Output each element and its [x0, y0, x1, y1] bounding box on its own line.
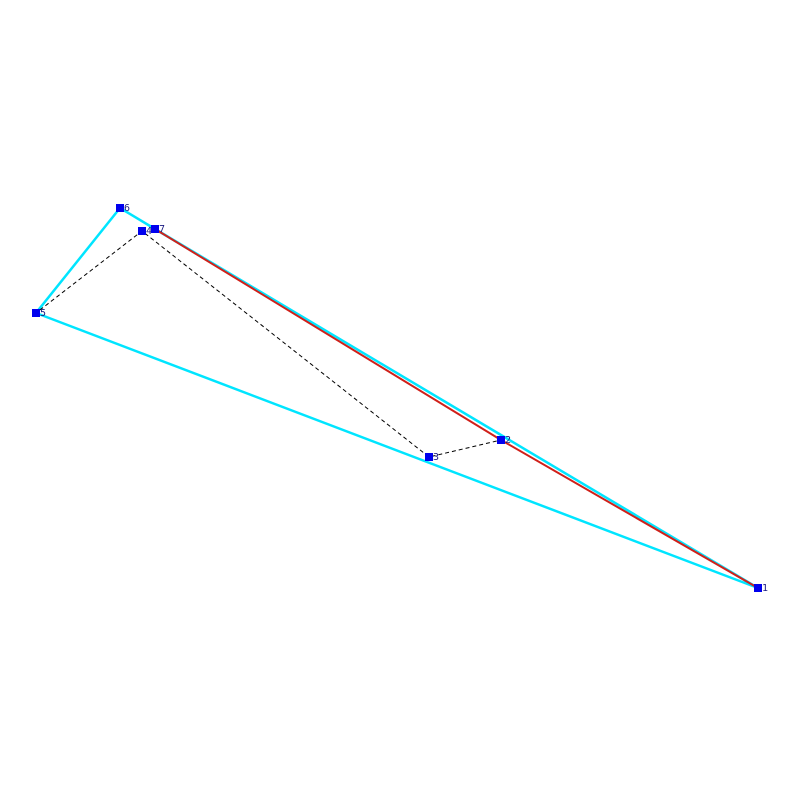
node-label: 5	[40, 308, 46, 319]
node-label: 2	[505, 435, 511, 446]
node-marker	[151, 225, 159, 233]
node-marker	[497, 436, 505, 444]
node-label: 1	[762, 583, 768, 594]
nodes: 1 2 3 4 5 6 7	[32, 203, 768, 594]
hull	[33, 206, 759, 590]
node-marker	[138, 227, 146, 235]
node-label: 7	[159, 224, 165, 235]
node-marker	[116, 204, 124, 212]
node-marker	[754, 584, 762, 592]
node-label: 3	[433, 452, 439, 463]
node-label: 4	[146, 226, 152, 237]
node-label: 6	[124, 203, 130, 214]
node-marker	[32, 309, 40, 317]
node-marker	[425, 453, 433, 461]
dashed-path	[35, 230, 759, 589]
edges	[33, 206, 759, 590]
